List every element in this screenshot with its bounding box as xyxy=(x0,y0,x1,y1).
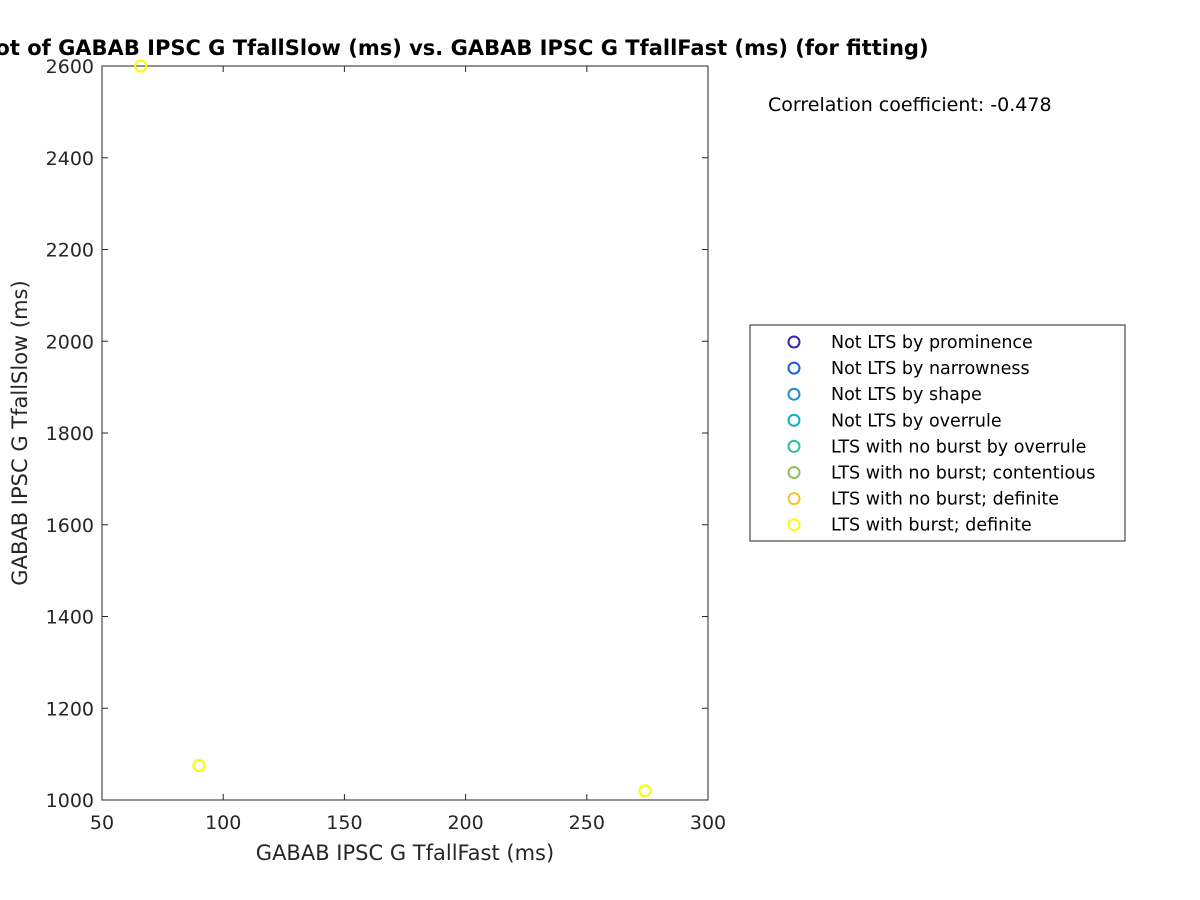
legend-marker xyxy=(787,466,801,479)
chart-title: Scatter plot of GABAB IPSC G TfallSlow (… xyxy=(0,36,929,60)
legend-label: LTS with no burst; contentious xyxy=(831,464,1095,484)
legend-label: LTS with burst; definite xyxy=(831,516,1032,536)
legend-label: Not LTS by shape xyxy=(831,385,982,405)
legend-marker xyxy=(787,518,801,532)
y-tick-label: 2000 xyxy=(46,331,94,353)
legend: Not LTS by prominence Not LTS by narrowne… xyxy=(749,324,1126,542)
legend-marker xyxy=(787,492,801,506)
data-point xyxy=(134,59,148,73)
y-tick-label: 1400 xyxy=(46,607,94,629)
legend-marker xyxy=(787,387,801,401)
x-axis-label: GABAB IPSC G TfallFast (ms) xyxy=(256,841,554,865)
legend-label: LTS with no burst by overrule xyxy=(831,437,1086,457)
y-tick-label: 1800 xyxy=(46,423,94,445)
correlation-annotation: Correlation coefficient: -0.478 xyxy=(768,94,1052,116)
legend-label: Not LTS by narrowness xyxy=(831,359,1030,379)
y-tick-label: 2400 xyxy=(46,148,94,170)
legend-marker xyxy=(787,361,801,375)
data-points xyxy=(134,59,652,798)
data-point xyxy=(638,784,652,798)
y-tick-label: 2600 xyxy=(46,56,94,78)
y-axis: 1000 1200 1400 1600 1800 2000 2200 2400 2600 xyxy=(46,56,708,812)
legend-marker xyxy=(787,413,801,427)
x-tick-label: 200 xyxy=(447,812,483,834)
x-tick-label: 50 xyxy=(90,812,114,834)
plot-area xyxy=(101,65,709,801)
legend-marker xyxy=(787,335,801,349)
x-tick-label: 100 xyxy=(205,812,241,834)
y-tick-label: 2200 xyxy=(46,240,94,262)
legend-marker xyxy=(787,439,801,453)
legend-box xyxy=(749,324,1126,542)
x-tick-label: 300 xyxy=(690,812,726,834)
x-tick-label: 150 xyxy=(326,812,362,834)
legend-label: Not LTS by prominence xyxy=(831,333,1033,353)
data-point xyxy=(192,758,206,773)
y-tick-label: 1600 xyxy=(46,515,94,537)
y-tick-label: 1000 xyxy=(46,790,94,812)
y-tick-label: 1200 xyxy=(46,698,94,720)
x-axis: 50 100 150 200 250 300 xyxy=(90,66,726,834)
y-axis-label: GABAB IPSC G TfallSlow (ms) xyxy=(8,280,32,585)
x-tick-label: 250 xyxy=(569,812,605,834)
legend-label: LTS with no burst; definite xyxy=(831,490,1059,510)
legend-label: Not LTS by overrule xyxy=(831,411,1002,431)
